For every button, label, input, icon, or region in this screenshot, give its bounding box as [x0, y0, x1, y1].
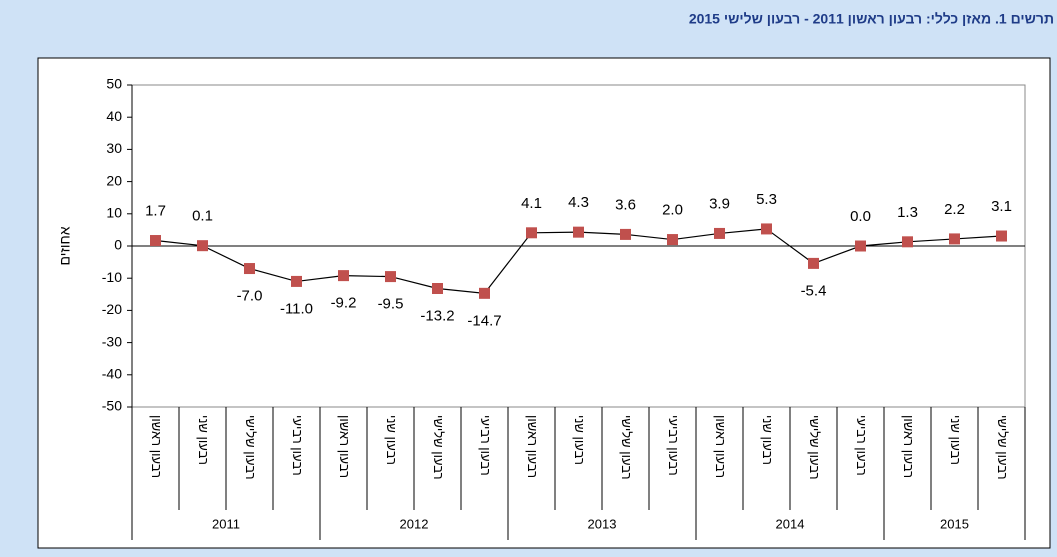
x-tick-label: רבעון שלישי	[807, 415, 822, 480]
y-tick-label: 0	[114, 237, 122, 253]
x-tick-label: רבעון ראשון	[901, 415, 916, 478]
y-tick-label: -30	[102, 333, 122, 349]
chart-title: תרשים 1. מאזן כללי: רבעון ראשון 2011 - ר…	[689, 11, 1054, 27]
marker	[479, 287, 490, 299]
data-label: 1.3	[897, 204, 918, 221]
x-tick-label: רבעון שני	[760, 415, 775, 465]
marker	[667, 234, 678, 246]
marker	[244, 263, 255, 275]
marker	[197, 240, 208, 252]
data-label: 1.7	[145, 202, 166, 219]
data-label: 0.0	[850, 208, 871, 225]
x-tick-label: רבעון רביעי	[290, 415, 305, 476]
x-tick-label: רבעון ראשון	[713, 415, 728, 478]
x-tick-label: רבעון שני	[196, 415, 211, 465]
marker	[714, 227, 725, 239]
data-label: 4.1	[521, 195, 542, 212]
y-tick-label: -20	[102, 301, 122, 317]
y-tick-label: -50	[102, 398, 122, 414]
y-tick-label: -10	[102, 269, 122, 285]
marker	[150, 235, 161, 247]
y-tick-label: 50	[106, 76, 122, 92]
y-axis-label: אחוזים	[57, 226, 73, 265]
x-tick-label: רבעון רביעי	[666, 415, 681, 476]
marker	[761, 223, 772, 235]
group-label: 2013	[588, 516, 617, 531]
x-tick-label: רבעון ראשון	[149, 415, 164, 478]
y-tick-label: -40	[102, 366, 122, 382]
data-label: 3.6	[615, 196, 636, 213]
group-label: 2012	[400, 516, 429, 531]
x-tick-label: רבעון ראשון	[525, 415, 540, 478]
data-label: 2.2	[944, 201, 965, 218]
x-tick-label: רבעון ראשון	[337, 415, 352, 478]
data-label: 0.1	[192, 208, 213, 225]
marker	[432, 283, 443, 295]
chart-frame	[37, 57, 1051, 549]
group-label: 2014	[776, 516, 805, 531]
marker	[573, 226, 584, 238]
x-tick-label: רבעון שני	[572, 415, 587, 465]
data-label: -5.4	[801, 282, 827, 299]
data-label: -13.2	[420, 307, 454, 324]
y-tick-label: 40	[106, 108, 122, 124]
marker	[385, 271, 396, 283]
data-label: -11.0	[280, 300, 313, 317]
x-tick-label: רבעון שני	[948, 415, 963, 465]
x-tick-label: רבעון רביעי	[478, 415, 493, 476]
x-tick-label: רבעון שלישי	[243, 415, 258, 480]
marker	[855, 240, 866, 252]
marker	[902, 236, 913, 248]
x-tick-label: רבעון שני	[384, 415, 399, 465]
marker	[996, 230, 1007, 242]
data-label: 3.1	[991, 198, 1012, 215]
group-label: 2011	[212, 516, 240, 531]
x-tick-label: רבעון שלישי	[995, 415, 1010, 480]
data-label: -14.7	[467, 312, 501, 329]
x-tick-label: רבעון שלישי	[431, 415, 446, 480]
data-label: -9.5	[378, 296, 404, 313]
y-tick-label: 30	[106, 140, 122, 156]
data-label: 5.3	[756, 191, 777, 208]
group-label: 2015	[940, 516, 969, 531]
data-label: -9.2	[331, 295, 357, 312]
y-tick-label: 20	[106, 172, 122, 188]
marker	[620, 228, 631, 240]
marker	[949, 233, 960, 245]
marker	[808, 257, 819, 269]
data-label: -7.0	[237, 288, 263, 305]
data-label: 3.9	[709, 195, 730, 212]
y-tick-label: 10	[106, 205, 122, 221]
marker	[526, 227, 537, 239]
data-label: 4.3	[568, 194, 589, 211]
data-label: 2.0	[662, 202, 683, 219]
x-tick-label: רבעון שלישי	[619, 415, 634, 480]
marker	[291, 275, 302, 287]
marker	[338, 270, 349, 282]
x-tick-label: רבעון רביעי	[854, 415, 869, 476]
